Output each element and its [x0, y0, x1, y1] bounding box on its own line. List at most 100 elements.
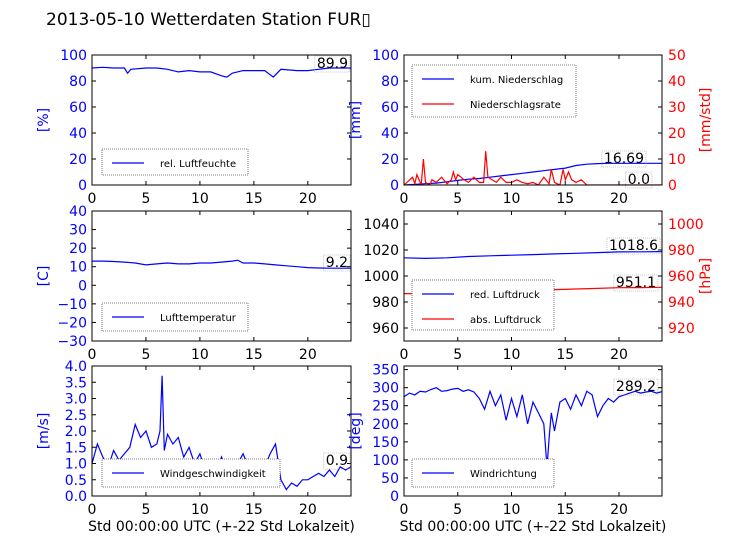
y-tick-label-2-1: 20	[381, 152, 399, 168]
y-tick-label-2-2: 40	[381, 126, 399, 142]
y-axis-label-3: [C]	[36, 266, 52, 287]
y-tick-label-6-4: 200	[372, 417, 399, 433]
x-tick-label-3-0: 0	[88, 347, 97, 363]
legend-label-2-2: Niederschlagsrate	[470, 100, 561, 111]
value-label-box-5-1	[323, 452, 351, 470]
y-tick-label-4-0: 960	[372, 321, 399, 337]
x-tick-label-3-1: 5	[141, 347, 150, 363]
x-tick-label-2-0: 0	[400, 191, 409, 207]
plot-frame-6	[403, 365, 663, 497]
x-tick-label-4-3: 15	[556, 347, 574, 363]
x-tick-label-4-4: 20	[610, 347, 628, 363]
y-tick-label-4-1: 980	[372, 295, 399, 311]
y2-tick-label-2-4: 40	[668, 74, 686, 90]
y-tick-label-2-3: 60	[381, 100, 399, 116]
y-tick-label-6-3: 150	[372, 435, 399, 451]
value-label-6-1: 289.2	[616, 379, 656, 395]
y-tick-label-5-6: 3.0	[65, 392, 87, 408]
y-tick-label-6-1: 50	[381, 471, 399, 487]
y-tick-label-2-4: 80	[381, 74, 399, 90]
value-label-box-2-2	[625, 171, 653, 189]
y2-tick-label-4-2: 960	[668, 269, 695, 285]
y-tick-label-6-5: 250	[372, 399, 399, 415]
figure-title: 2013-05-10 Wetterdaten Station FUR▯	[46, 10, 371, 30]
y-tick-label-6-0: 0	[390, 489, 399, 505]
y-tick-label-3-4: 10	[69, 260, 87, 276]
y-tick-label-6-2: 100	[372, 453, 399, 469]
y-tick-label-6-7: 350	[372, 363, 399, 379]
y-tick-label-2-5: 100	[372, 48, 399, 64]
y-tick-label-5-2: 1.0	[65, 457, 87, 473]
value-label-2-2: 0.0	[628, 172, 650, 188]
y2-tick-label-2-3: 30	[668, 100, 686, 116]
x-tick-label-6-3: 15	[556, 502, 574, 518]
y-tick-label-1-5: 100	[60, 48, 87, 64]
value-label-box-3-1	[323, 254, 351, 272]
value-label-2-1: 16.69	[604, 151, 644, 167]
x-tick-label-6-4: 20	[610, 502, 628, 518]
x-tick-label-3-2: 10	[191, 347, 209, 363]
y2-tick-label-2-5: 50	[668, 48, 686, 64]
series-line-1-1	[92, 66, 351, 78]
y-tick-label-5-3: 1.5	[65, 440, 87, 456]
y-tick-label-3-0: −30	[57, 334, 87, 350]
y2-tick-label-2-1: 10	[668, 152, 686, 168]
series-line-6-1	[404, 387, 662, 468]
y-tick-label-4-3: 1020	[363, 243, 399, 259]
value-label-box-2-1	[601, 150, 647, 168]
legend-box-4	[411, 279, 555, 331]
y-tick-label-3-5: 20	[69, 241, 87, 257]
x-tick-label-6-1: 5	[453, 502, 462, 518]
value-label-3-1: 9.2	[326, 255, 348, 271]
y-tick-label-5-8: 4.0	[65, 359, 87, 375]
x-tick-label-6-0: 0	[400, 502, 409, 518]
legend-label-5-1: Windgeschwindigkeit	[160, 469, 266, 480]
value-label-box-4-1	[606, 237, 661, 255]
y2-tick-label-2-2: 20	[668, 126, 686, 142]
y-axis-label-6: [deg]	[348, 412, 364, 449]
y-tick-label-3-2: −10	[57, 297, 87, 313]
x-tick-label-4-2: 10	[503, 347, 521, 363]
y2-tick-label-2-0: 0	[668, 178, 677, 194]
y-tick-label-5-4: 2.0	[65, 424, 87, 440]
y-tick-label-3-3: 0	[78, 278, 87, 294]
x-tick-label-6-2: 10	[503, 502, 521, 518]
y-tick-label-1-1: 20	[69, 152, 87, 168]
plot-frame-2	[403, 54, 663, 186]
y2-axis-label-2: [mm/std]	[698, 88, 714, 153]
y-tick-label-6-6: 300	[372, 381, 399, 397]
legend-label-1-1: rel. Luftfeuchte	[160, 159, 236, 170]
legend-label-4-1: red. Luftdruck	[470, 290, 540, 301]
x-tick-label-1-3: 15	[245, 191, 263, 207]
y-tick-label-5-5: 2.5	[65, 408, 87, 424]
value-label-1-1: 89.9	[317, 56, 348, 72]
y2-tick-label-4-3: 980	[668, 243, 695, 259]
x-tick-label-2-3: 15	[556, 191, 574, 207]
x-tick-label-4-1: 5	[453, 347, 462, 363]
y-tick-label-1-4: 80	[69, 74, 87, 90]
legend-label-4-2: abs. Luftdruck	[470, 315, 541, 326]
plot-frame-3	[91, 210, 352, 342]
y-axis-label-2: [mm]	[348, 101, 364, 139]
y-tick-label-3-1: −20	[57, 315, 87, 331]
plot-frame-1	[91, 54, 352, 186]
value-label-4-1: 1018.6	[609, 238, 658, 254]
value-label-box-4-2	[613, 274, 659, 292]
x-tick-label-2-1: 5	[453, 191, 462, 207]
x-tick-label-4-0: 0	[400, 347, 409, 363]
series-line-2-1	[404, 162, 662, 185]
x-tick-label-5-0: 0	[88, 502, 97, 518]
x-tick-label-3-4: 20	[299, 347, 317, 363]
x-tick-label-5-3: 15	[245, 502, 263, 518]
x-axis-label-5: Std 00:00:00 UTC (+-22 Std Lokalzeit)	[88, 519, 355, 535]
value-label-4-2: 951.1	[616, 275, 656, 291]
x-tick-label-1-2: 10	[191, 191, 209, 207]
y-axis-label-1: [%]	[36, 108, 52, 132]
y2-tick-label-4-4: 1000	[668, 217, 704, 233]
x-tick-label-2-2: 10	[503, 191, 521, 207]
series-line-3-1	[92, 259, 351, 269]
y2-tick-label-4-0: 920	[668, 321, 695, 337]
y-tick-label-1-0: 0	[78, 178, 87, 194]
x-tick-label-3-3: 15	[245, 347, 263, 363]
value-label-box-6-1	[613, 378, 659, 396]
